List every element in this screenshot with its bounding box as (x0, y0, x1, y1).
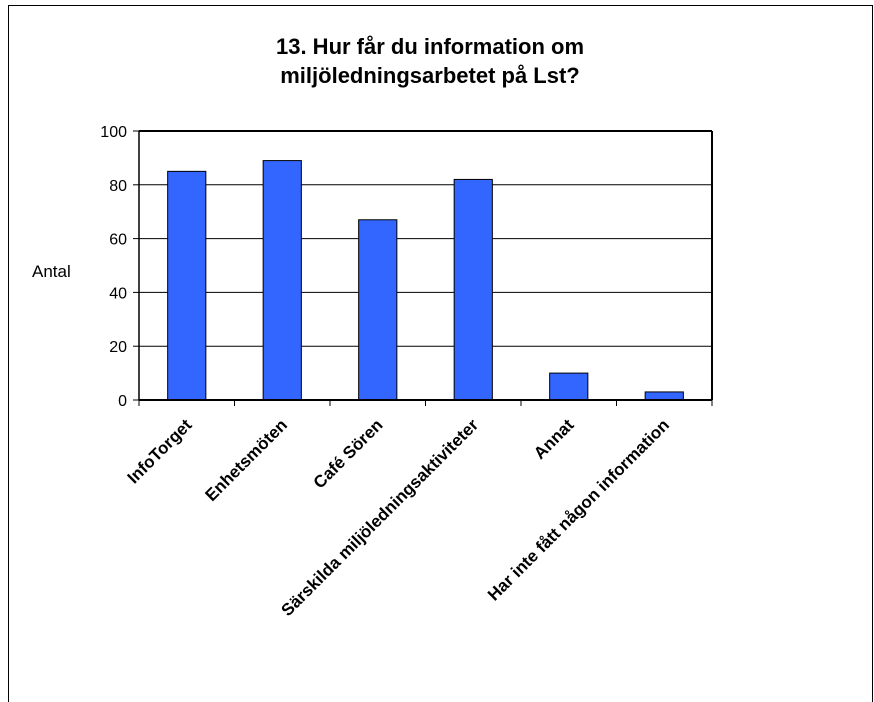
bar-2 (358, 219, 398, 401)
bar-0 (167, 170, 207, 401)
x-tick-label-3: Särskilda miljöledningsaktiviteter (278, 415, 483, 620)
chart-title: 13. Hur får du information om miljöledni… (140, 32, 720, 90)
chart-title-line-2: miljöledningsarbetet på Lst? (280, 63, 580, 88)
bar-1 (262, 160, 302, 401)
chart-frame (8, 5, 873, 702)
y-tick-label-100: 100 (100, 124, 127, 141)
chart-title-line-1: 13. Hur får du information om (275, 34, 585, 59)
bar-4 (549, 372, 589, 401)
bar-3 (453, 178, 493, 401)
y-tick-label-80: 80 (109, 178, 127, 195)
x-tick-label-4: Annat (530, 415, 578, 463)
x-tick-label-1: Enhetsmöten (201, 415, 291, 505)
y-axis-title: Antal (32, 262, 71, 281)
bar-5 (644, 391, 684, 401)
x-tick-label-5: Har inte fått någon information (484, 415, 673, 604)
x-tick-label-2: Café Sören (310, 415, 387, 492)
y-tick-label-20: 20 (109, 339, 127, 356)
y-tick-label-60: 60 (109, 232, 127, 249)
y-tick-label-40: 40 (109, 285, 127, 302)
y-tick-label-0: 0 (118, 393, 127, 410)
x-tick-label-0: InfoTorget (124, 415, 196, 487)
